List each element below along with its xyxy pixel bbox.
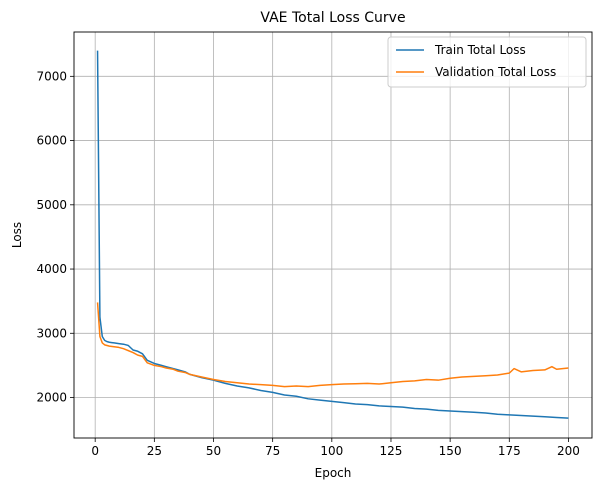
x-tick-label: 0 <box>91 444 99 458</box>
grid-lines <box>74 32 592 438</box>
x-tick-label: 200 <box>557 444 580 458</box>
y-tick-label: 7000 <box>36 69 67 83</box>
y-tick-label: 4000 <box>36 262 67 276</box>
legend: Train Total Loss Validation Total Loss <box>387 36 587 88</box>
y-axis-label: Loss <box>10 222 24 248</box>
y-axis-ticks: 2000 3000 4000 5000 6000 7000 <box>36 69 74 405</box>
legend-entry: Validation Total Loss <box>435 65 556 79</box>
series-line-1 <box>96 302 569 388</box>
x-axis-label: Epoch <box>315 466 352 480</box>
x-axis-ticks: 0 25 50 75 100 125 150 175 200 <box>91 438 580 458</box>
x-tick-label: 25 <box>147 444 162 458</box>
x-tick-label: 175 <box>498 444 521 458</box>
legend-box <box>387 36 587 88</box>
x-tick-label: 125 <box>380 444 403 458</box>
y-tick-label: 6000 <box>36 134 67 148</box>
series-line-0 <box>96 50 569 419</box>
y-tick-label: 3000 <box>36 326 67 340</box>
x-tick-label: 50 <box>206 444 221 458</box>
x-tick-label: 150 <box>439 444 462 458</box>
y-tick-label: 5000 <box>36 198 67 212</box>
x-tick-label: 75 <box>265 444 280 458</box>
legend-entry: Train Total Loss <box>434 43 526 57</box>
series-lines <box>96 50 569 419</box>
y-tick-label: 2000 <box>36 391 67 405</box>
plot-frame <box>73 31 593 439</box>
x-tick-label: 100 <box>320 444 343 458</box>
chart-title: VAE Total Loss Curve <box>260 10 405 26</box>
